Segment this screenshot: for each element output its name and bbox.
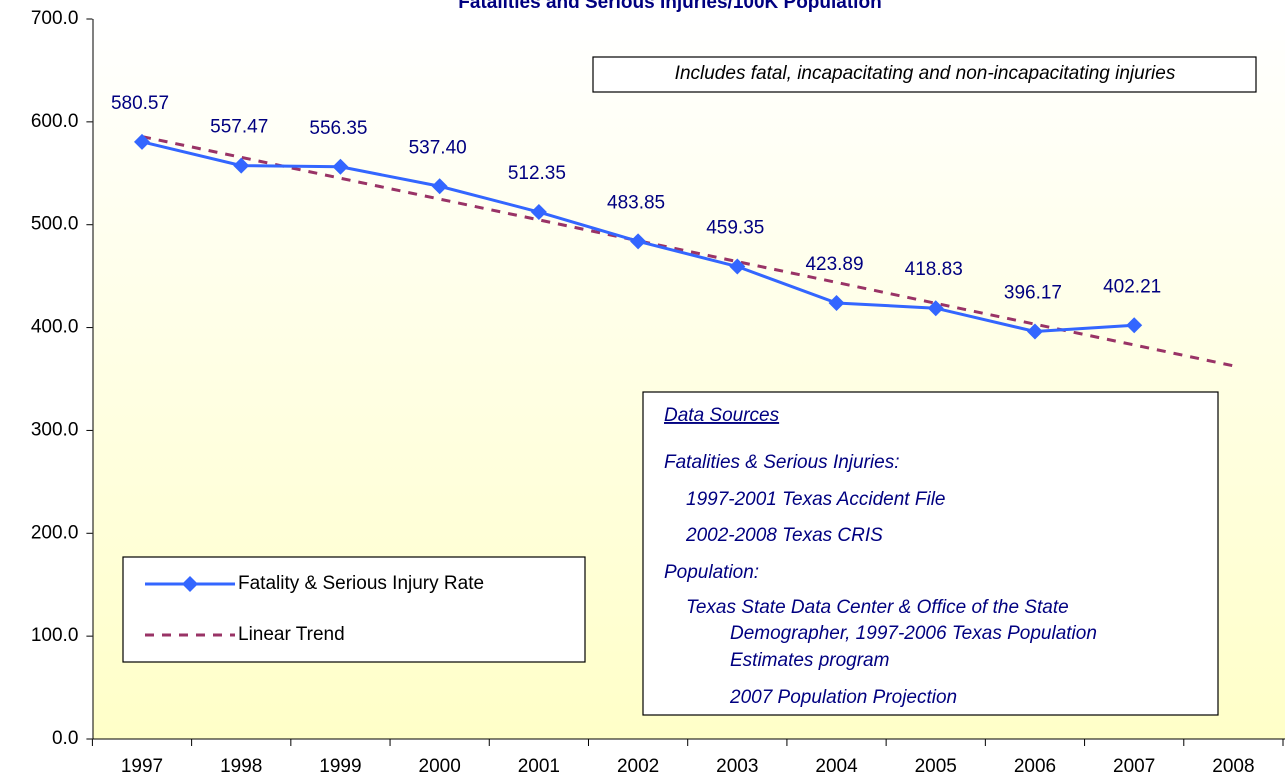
- x-tick-label: 2000: [419, 756, 461, 777]
- legend-label: Linear Trend: [238, 624, 345, 645]
- legend-box: [122, 556, 586, 663]
- marker: [233, 157, 250, 174]
- data-label: 556.35: [309, 118, 367, 139]
- data-label: 512.35: [508, 163, 566, 184]
- data-label: 418.83: [905, 259, 963, 280]
- sources: Data Sources Fatalities & Serious Injurie…: [664, 405, 1097, 708]
- sources-line: Estimates program: [730, 650, 889, 671]
- sources-line: Population:: [664, 562, 759, 583]
- y-tick-label: 500.0: [31, 214, 79, 235]
- x-tick-label: 2002: [617, 756, 659, 777]
- data-label: 537.40: [409, 137, 467, 158]
- data-label: 459.35: [706, 218, 764, 239]
- x-tick-label: 1998: [220, 756, 262, 777]
- y-tick-label: 0.0: [52, 728, 78, 749]
- sources-line: 2007 Population Projection: [729, 687, 957, 708]
- chart-title: Fatalities and Serious Injuries/100K Pop…: [458, 0, 881, 13]
- data-label: 396.17: [1004, 283, 1062, 304]
- data-label: 423.89: [805, 254, 863, 275]
- marker: [530, 204, 547, 221]
- sources-line: 1997-2001 Texas Accident File: [686, 489, 945, 510]
- legend-label: Fatality & Serious Injury Rate: [238, 573, 484, 594]
- marker: [630, 233, 647, 250]
- y-tick-label: 400.0: [31, 317, 79, 338]
- data-label: 483.85: [607, 192, 665, 213]
- x-tick-label: 2001: [518, 756, 560, 777]
- sources-title: Data Sources: [664, 405, 780, 426]
- x-tick-label: 2006: [1014, 756, 1056, 777]
- y-tick-label: 300.0: [31, 419, 79, 440]
- marker: [927, 300, 944, 317]
- marker: [729, 258, 746, 275]
- x-tick-label: 2008: [1212, 756, 1254, 777]
- marker: [1026, 323, 1043, 340]
- x-tick-label: 2003: [716, 756, 758, 777]
- sources-box: [642, 391, 1219, 716]
- annotation: Includes fatal, incapacitating and non-i…: [675, 63, 1176, 84]
- marker: [134, 133, 151, 150]
- marker: [431, 178, 448, 195]
- x-tick-label: 1999: [319, 756, 361, 777]
- y-tick-label: 700.0: [31, 8, 79, 29]
- y-tick-label: 100.0: [31, 625, 79, 646]
- marker: [828, 294, 845, 311]
- legend-marker: [182, 576, 198, 592]
- y-tick-label: 600.0: [31, 111, 79, 132]
- x-tick-label: 2007: [1113, 756, 1155, 777]
- marker: [332, 158, 349, 175]
- sources-line: Fatalities & Serious Injuries:: [664, 452, 900, 473]
- y-tick-label: 200.0: [31, 522, 79, 543]
- sources-line: 2002-2008 Texas CRIS: [685, 525, 883, 546]
- sources-line: Texas State Data Center & Office of the …: [686, 597, 1069, 618]
- marker: [1126, 317, 1143, 334]
- x-tick-label: 1997: [121, 756, 163, 777]
- data-label: 580.57: [111, 93, 169, 114]
- x-tick-label: 2004: [815, 756, 858, 777]
- sources-line: Demographer, 1997-2006 Texas Population: [730, 623, 1097, 644]
- data-label: 402.21: [1103, 276, 1161, 297]
- annotation-box: [592, 56, 1257, 93]
- data-label: 557.47: [210, 117, 268, 138]
- x-tick-label: 2005: [915, 756, 957, 777]
